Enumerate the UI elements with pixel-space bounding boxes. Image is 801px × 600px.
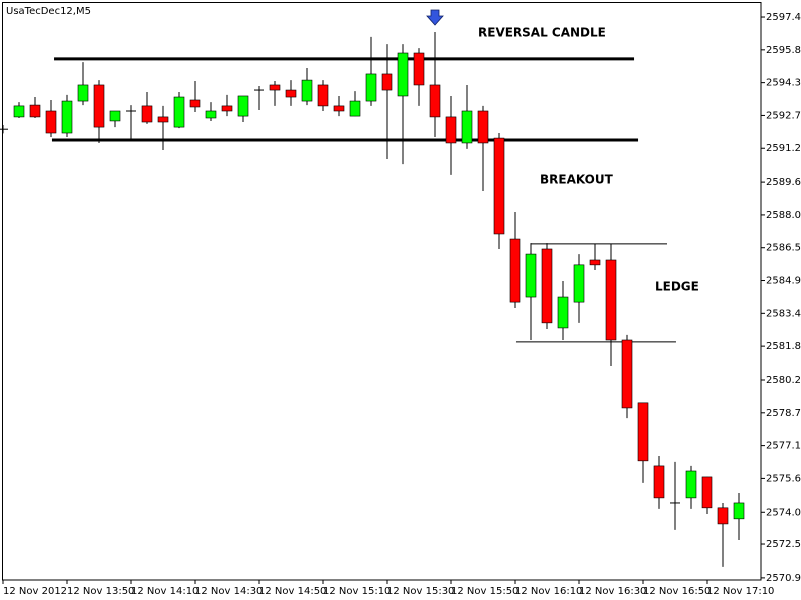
x-tick-label: 12 Nov 16:50 bbox=[643, 586, 710, 597]
candle-body bbox=[237, 95, 249, 117]
candle-body bbox=[77, 84, 89, 102]
candle-body bbox=[493, 137, 505, 235]
x-tick-label: 12 Nov 15:30 bbox=[387, 586, 454, 597]
x-tick-label: 12 Nov 2012 bbox=[3, 586, 67, 597]
x-tick-label: 12 Nov 17:10 bbox=[707, 586, 774, 597]
candle-body bbox=[109, 110, 121, 122]
y-tick-label: 2592.75 bbox=[766, 110, 801, 121]
candle-body bbox=[93, 84, 105, 128]
candle-body bbox=[269, 84, 281, 91]
y-tick-label: 2591.20 bbox=[766, 143, 801, 154]
candle-body bbox=[173, 96, 185, 128]
candle-body bbox=[157, 116, 169, 123]
candle-body bbox=[573, 264, 585, 303]
candle-body bbox=[13, 105, 25, 118]
candle-body bbox=[333, 105, 345, 112]
y-tick-label: 2589.60 bbox=[766, 177, 801, 188]
candle-body bbox=[61, 100, 73, 134]
x-tick-label: 12 Nov 16:10 bbox=[515, 586, 582, 597]
candle-body bbox=[29, 104, 41, 118]
candle-body bbox=[445, 116, 457, 144]
y-tick-label: 2584.95 bbox=[766, 276, 801, 287]
candle-body bbox=[381, 73, 393, 91]
x-tick-label: 12 Nov 15:50 bbox=[451, 586, 518, 597]
y-tick-label: 2577.15 bbox=[766, 441, 801, 452]
candle-body bbox=[461, 110, 473, 144]
candle-body bbox=[605, 259, 617, 341]
candle-body bbox=[301, 79, 313, 102]
candle-body bbox=[317, 84, 329, 107]
y-tick-label: 2586.50 bbox=[766, 243, 801, 254]
x-tick-label: 12 Nov 14:50 bbox=[259, 586, 326, 597]
candle-body bbox=[621, 339, 633, 409]
y-tick-label: 2595.85 bbox=[766, 45, 801, 56]
x-tick-label: 12 Nov 14:30 bbox=[195, 586, 262, 597]
candle-body bbox=[285, 89, 297, 98]
candle-body bbox=[429, 84, 441, 118]
y-tick-label: 2575.60 bbox=[766, 473, 801, 484]
plot-frame bbox=[2, 2, 762, 581]
candle-body bbox=[141, 105, 153, 123]
candle-body bbox=[365, 73, 377, 102]
y-tick-label: 2572.50 bbox=[766, 539, 801, 550]
x-tick-label: 12 Nov 14:10 bbox=[131, 586, 198, 597]
y-tick-label: 2594.30 bbox=[766, 78, 801, 89]
candle-body bbox=[637, 402, 649, 462]
y-tick-label: 2580.25 bbox=[766, 375, 801, 386]
annotation: LEDGE bbox=[655, 280, 699, 294]
candle-body bbox=[685, 470, 697, 499]
candle-body bbox=[189, 99, 201, 108]
y-tick-label: 2581.85 bbox=[766, 341, 801, 352]
candle-body bbox=[477, 110, 489, 144]
annotation: BREAKOUT bbox=[540, 173, 614, 187]
arrow-marker bbox=[426, 9, 444, 26]
candle-body bbox=[349, 100, 361, 117]
candle-body bbox=[509, 238, 521, 303]
y-tick-label: 2578.70 bbox=[766, 408, 801, 419]
y-tick-label: 2574.00 bbox=[766, 507, 801, 518]
candle-body bbox=[589, 259, 601, 266]
x-tick-label: 12 Nov 15:10 bbox=[323, 586, 390, 597]
candle-body bbox=[45, 110, 57, 134]
y-tick-label: 2588.05 bbox=[766, 210, 801, 221]
candle-body bbox=[221, 105, 233, 112]
y-tick-label: 2583.40 bbox=[766, 308, 801, 319]
candle-body bbox=[557, 296, 569, 329]
candle-body bbox=[733, 502, 745, 520]
candle-body bbox=[205, 110, 217, 119]
y-tick-label: 2570.90 bbox=[766, 573, 801, 584]
candle-body bbox=[397, 52, 409, 97]
candle-body bbox=[717, 507, 729, 525]
chart-title: UsaTecDec12,M5 bbox=[6, 6, 91, 17]
candle-body bbox=[525, 253, 537, 298]
x-tick-label: 12 Nov 13:50 bbox=[67, 586, 134, 597]
annotation: REVERSAL CANDLE bbox=[478, 26, 606, 40]
candle-body bbox=[653, 465, 665, 499]
x-tick-label: 12 Nov 16:30 bbox=[579, 586, 646, 597]
y-tick-label: 2597.40 bbox=[766, 12, 801, 23]
candle-body bbox=[541, 248, 553, 324]
candle-body bbox=[413, 52, 425, 86]
candle-body bbox=[701, 476, 713, 509]
